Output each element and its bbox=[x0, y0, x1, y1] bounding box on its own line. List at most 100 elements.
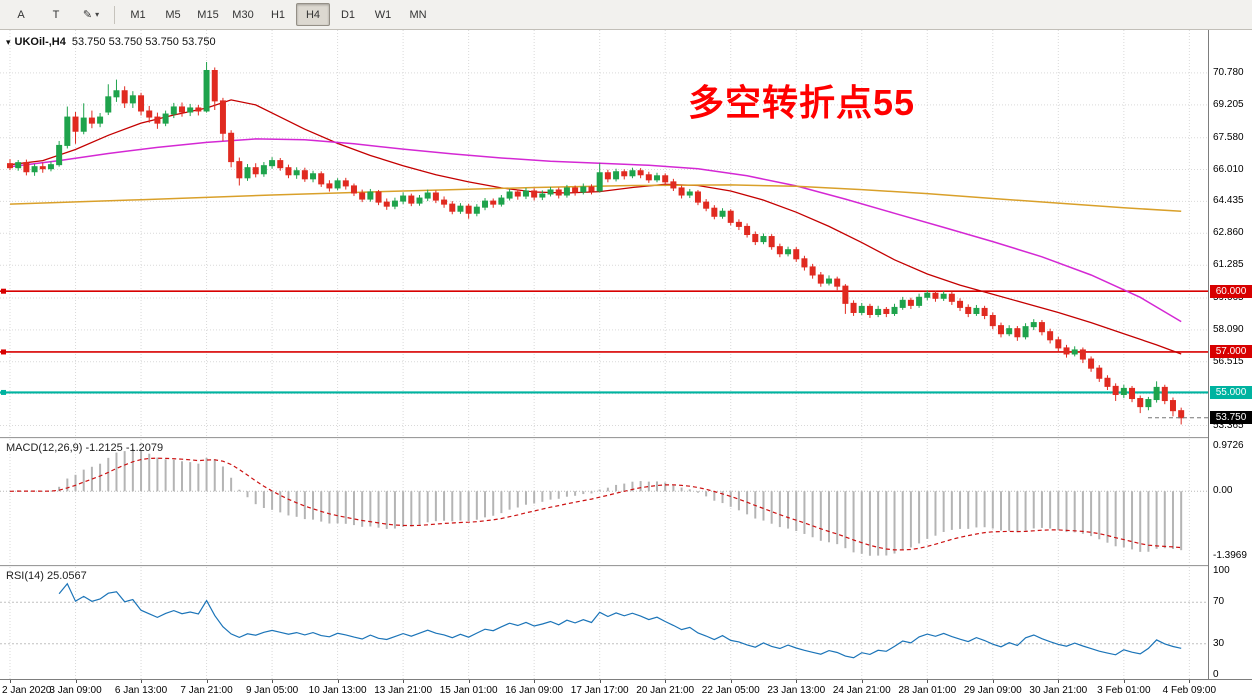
timeframe-button-h4[interactable]: H4 bbox=[296, 3, 330, 26]
time-tick bbox=[10, 680, 11, 683]
time-tick bbox=[861, 680, 863, 683]
rsi-axis-label: 0 bbox=[1213, 668, 1219, 680]
time-axis-label: 28 Jan 01:00 bbox=[898, 685, 957, 696]
time-tick bbox=[1058, 680, 1060, 683]
rsi-axis-label: 70 bbox=[1213, 596, 1225, 608]
time-axis-label: 4 Feb 09:00 bbox=[1162, 685, 1217, 696]
time-axis-label: 29 Jan 09:00 bbox=[963, 685, 1022, 696]
time-axis-label: 9 Jan 05:00 bbox=[245, 685, 299, 696]
macd-indicator-label: MACD(12,26,9) -1.2125 -1.2079 bbox=[6, 442, 164, 454]
rsi-line bbox=[58, 582, 1182, 659]
time-axis-label: 20 Jan 21:00 bbox=[636, 685, 695, 696]
time-axis-label: 24 Jan 21:00 bbox=[832, 685, 891, 696]
timeframe-button-w1[interactable]: W1 bbox=[374, 8, 392, 21]
price-axis-label: 56.515 bbox=[1213, 355, 1244, 367]
time-tick bbox=[272, 680, 274, 683]
dropdown-caret-icon: ▾ bbox=[95, 10, 100, 19]
mid-ma-line bbox=[9, 138, 1182, 323]
time-axis-label: 30 Jan 21:00 bbox=[1029, 685, 1088, 696]
macd-signal-line bbox=[9, 457, 1182, 551]
timeframe-button-d1[interactable]: D1 bbox=[340, 8, 356, 21]
time-tick bbox=[337, 680, 339, 683]
chart-header: ▾ UKOil-,H4 53.750 53.750 53.750 53.750 bbox=[6, 36, 216, 48]
timeframe-button-mn[interactable]: MN bbox=[409, 8, 427, 21]
panel-separator-macd[interactable] bbox=[0, 437, 1252, 439]
time-axis-label: 10 Jan 13:00 bbox=[308, 685, 367, 696]
timeframe-button-m5[interactable]: M5 bbox=[165, 8, 181, 21]
price-axis-label: 70.780 bbox=[1213, 66, 1244, 78]
timeframe-button-m1[interactable]: M1 bbox=[130, 8, 146, 21]
time-tick bbox=[665, 680, 667, 683]
time-tick bbox=[206, 680, 208, 683]
timeframe-button-h1[interactable]: H1 bbox=[270, 8, 286, 21]
price-axis-label: 69.205 bbox=[1213, 98, 1244, 110]
symbol-label: UKOil-,H4 bbox=[14, 36, 66, 48]
time-axis-label: 3 Jan 09:00 bbox=[49, 685, 102, 696]
time-axis[interactable]: 2 Jan 2020 3 Jan 09:00 6 Jan 13:00 7 Jan 21… bbox=[0, 679, 1252, 699]
price-axis-label: 61.285 bbox=[1213, 259, 1244, 271]
time-tick bbox=[75, 680, 77, 683]
time-tick bbox=[141, 680, 143, 683]
time-axis-label: 23 Jan 13:00 bbox=[767, 685, 826, 696]
ohlc-values: 53.750 53.750 53.750 53.750 bbox=[71, 36, 216, 48]
panel-separator-rsi[interactable] bbox=[0, 565, 1252, 567]
horizontal-line-60[interactable] bbox=[0, 288, 1208, 294]
price-level-badge-57.000: 57.000 bbox=[1210, 345, 1252, 359]
timeframe-button-m30[interactable]: M30 bbox=[232, 8, 254, 21]
slow-ma-line bbox=[9, 184, 1182, 212]
macd-axis-label: -1.3969 bbox=[1213, 550, 1247, 562]
price-axis-label: 53.365 bbox=[1213, 419, 1244, 431]
timeframe-button-m15[interactable]: M15 bbox=[197, 8, 219, 21]
toolbar-separator bbox=[114, 5, 115, 24]
time-axis-label: 3 Feb 01:00 bbox=[1097, 685, 1151, 696]
price-level-badge-53.750: 53.750 bbox=[1210, 411, 1252, 425]
time-tick bbox=[534, 680, 536, 683]
main-chart-canvas[interactable] bbox=[0, 30, 1208, 437]
macd-axis-label: 0.9726 bbox=[1213, 439, 1244, 451]
time-tick bbox=[1123, 680, 1125, 683]
macd-axis-label: 0.00 bbox=[1213, 485, 1233, 497]
rsi-axis-label: 100 bbox=[1213, 565, 1230, 577]
draw-tool-button[interactable]: ✎ ▾ bbox=[82, 9, 100, 21]
price-axis[interactable]: 70.780 69.205 67.580 66.010 64.435 62.860 61.2… bbox=[1208, 30, 1252, 681]
price-axis-label: 64.435 bbox=[1213, 195, 1244, 207]
time-tick bbox=[599, 680, 601, 683]
time-axis-label: 6 Jan 13:00 bbox=[114, 685, 168, 696]
time-tick bbox=[796, 680, 798, 683]
time-tick bbox=[1189, 680, 1191, 683]
toolbar: A T ✎ ▾ M1 M5 M15 M30 H1 H4 D1 W1 MN bbox=[0, 0, 1252, 30]
rsi-axis-label: 30 bbox=[1213, 637, 1225, 649]
time-axis-label: 15 Jan 01:00 bbox=[439, 685, 498, 696]
time-tick bbox=[992, 680, 994, 683]
macd-panel-canvas[interactable] bbox=[0, 439, 1208, 565]
time-axis-label: 13 Jan 21:00 bbox=[374, 685, 433, 696]
time-tick bbox=[403, 680, 405, 683]
time-axis-label: 7 Jan 21:00 bbox=[180, 685, 233, 696]
pointer-tool-button[interactable]: A bbox=[17, 8, 25, 21]
time-axis-label: 17 Jan 17:00 bbox=[570, 685, 629, 696]
time-axis-label: 2 Jan 2020 bbox=[2, 685, 52, 696]
candlestick-series bbox=[7, 61, 1185, 425]
price-level-badge-55.000: 55.000 bbox=[1210, 385, 1252, 399]
price-axis-label: 58.090 bbox=[1213, 323, 1244, 335]
time-axis-label: 16 Jan 09:00 bbox=[505, 685, 564, 696]
horizontal-line-55[interactable] bbox=[0, 389, 1208, 395]
chevron-down-icon[interactable]: ▾ bbox=[6, 37, 11, 47]
price-level-badge-60.000: 60.000 bbox=[1210, 284, 1252, 298]
toolbar-tools-group: A T ✎ ▾ bbox=[4, 3, 108, 26]
text-tool-button[interactable]: T bbox=[52, 8, 60, 21]
annotation-text: 多空转折点55 bbox=[688, 82, 916, 123]
time-tick bbox=[468, 680, 470, 683]
time-tick bbox=[730, 680, 732, 683]
time-axis-label: 22 Jan 05:00 bbox=[701, 685, 760, 696]
time-tick bbox=[927, 680, 929, 683]
macd-histogram bbox=[17, 449, 1183, 556]
price-axis-label: 66.010 bbox=[1213, 163, 1244, 175]
price-axis-label: 67.580 bbox=[1213, 131, 1244, 143]
timeframe-group: M1 M5 M15 M30 H1 H4 D1 W1 MN bbox=[121, 3, 435, 26]
price-axis-label: 62.860 bbox=[1213, 227, 1244, 239]
rsi-panel-canvas[interactable] bbox=[0, 567, 1208, 679]
horizontal-line-57[interactable] bbox=[0, 349, 1208, 355]
rsi-indicator-label: RSI(14) 25.0567 bbox=[6, 570, 87, 582]
